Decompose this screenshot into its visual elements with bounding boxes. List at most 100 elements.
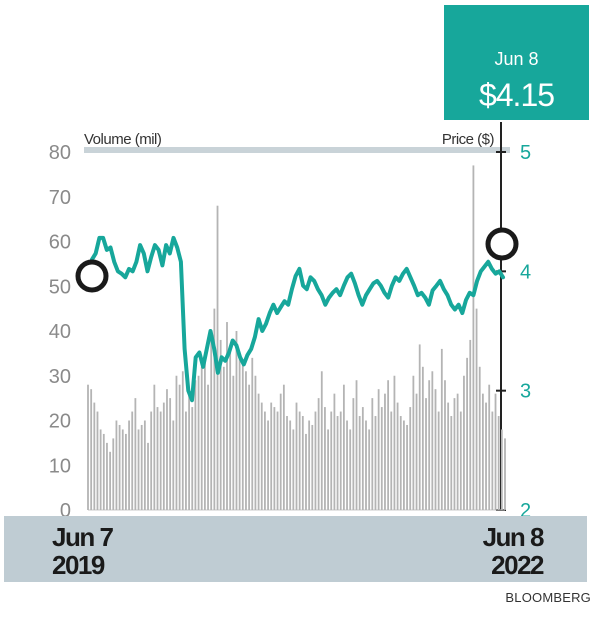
x-axis-end-label: Jun 8 2022 (483, 523, 545, 580)
volume-bar (415, 393, 418, 510)
volume-bar (200, 366, 203, 510)
volume-bar (213, 308, 216, 510)
volume-bar (456, 393, 459, 510)
volume-bar (428, 380, 431, 510)
volume-bar (125, 433, 127, 510)
volume-bar (342, 384, 345, 510)
volume-bar (131, 411, 134, 510)
volume-bar (453, 398, 456, 510)
volume-bar (147, 442, 149, 510)
x-start-year: 2019 (52, 550, 105, 580)
volume-bar (264, 411, 266, 510)
volume-bar (156, 407, 159, 510)
start-price-marker (75, 259, 109, 293)
volume-bar (276, 411, 279, 510)
volume-bar (178, 384, 181, 510)
volume-tick-label: 40 (49, 321, 71, 343)
volume-bar (87, 384, 89, 510)
volume-bar (282, 384, 285, 510)
callout-price: $4.15 (478, 77, 555, 113)
volume-bar (260, 402, 263, 510)
volume-bar (140, 424, 143, 510)
volume-bar (162, 402, 165, 510)
volume-bar (352, 398, 355, 510)
volume-bar (390, 411, 393, 510)
volume-bar (194, 380, 197, 510)
volume-bar (336, 416, 339, 510)
volume-bar (257, 393, 260, 510)
volume-bar (232, 375, 235, 510)
volume-bar (188, 393, 190, 510)
volume-bar (251, 357, 254, 510)
volume-bar (475, 308, 478, 510)
volume-bar (169, 398, 172, 510)
volume-bar (219, 339, 222, 510)
x-end-year: 2022 (491, 550, 544, 580)
volume-bars (87, 165, 506, 511)
volume-bar (324, 407, 326, 510)
volume-bar (463, 375, 465, 510)
volume-bar (399, 416, 402, 510)
volume-bar (267, 420, 269, 510)
volume-bar (301, 416, 304, 510)
volume-tick-label: 30 (49, 366, 71, 388)
volume-bar (121, 429, 124, 510)
volume-bar (90, 389, 93, 510)
x-start-date: Jun 7 (52, 522, 114, 552)
volume-bar (153, 384, 156, 510)
volume-bar (118, 424, 121, 510)
latest-price-callout: Jun 8 $4.15 (444, 5, 589, 120)
volume-bar (128, 420, 130, 510)
volume-bar (380, 407, 383, 510)
volume-bar (245, 371, 247, 510)
volume-bar (115, 420, 118, 510)
volume-bar (447, 402, 450, 510)
volume-tick-label: 80 (49, 142, 71, 164)
volume-bar (425, 398, 427, 510)
volume-bar (494, 393, 497, 510)
volume-bar (371, 398, 374, 510)
volume-tick-label: 20 (49, 411, 71, 433)
volume-bar (481, 393, 484, 510)
volume-bar (112, 438, 115, 510)
volume-bar (437, 411, 440, 510)
source-credit: BLOOMBERG (505, 590, 591, 605)
volume-bar (93, 402, 96, 510)
volume-axis-title: Volume (mil) (84, 131, 162, 148)
volume-bar (349, 429, 352, 510)
end-price-marker (485, 227, 519, 261)
callout-date: Jun 8 (494, 49, 539, 69)
volume-bar (137, 429, 140, 510)
volume-bar (311, 424, 314, 510)
volume-bar (339, 411, 342, 510)
volume-bar (418, 344, 421, 510)
volume-bar (450, 416, 453, 510)
volume-bar (504, 438, 506, 510)
volume-bar (222, 366, 225, 510)
volume-bar (472, 165, 475, 511)
volume-bar (320, 371, 323, 510)
volume-bar (466, 357, 468, 510)
volume-bar (229, 348, 232, 510)
volume-bar (248, 384, 251, 510)
volume-bar (286, 416, 288, 510)
volume-bar (361, 407, 364, 510)
volume-bar (459, 411, 462, 510)
volume-bar (134, 398, 137, 510)
volume-bar (273, 407, 276, 510)
volume-bar (254, 375, 257, 510)
volume-bar (150, 411, 153, 510)
volume-bar (368, 429, 371, 510)
volume-bar (409, 407, 412, 510)
volume-bar (384, 393, 386, 510)
price-tick-label: 2 (520, 500, 531, 522)
volume-bar (330, 411, 333, 510)
volume-tick-label: 0 (60, 500, 71, 522)
volume-bar (238, 353, 241, 510)
volume-bar (172, 420, 175, 510)
volume-bar (365, 420, 367, 510)
volume-bar (478, 366, 481, 510)
volume-bar (500, 429, 503, 510)
volume-bar (444, 380, 446, 510)
